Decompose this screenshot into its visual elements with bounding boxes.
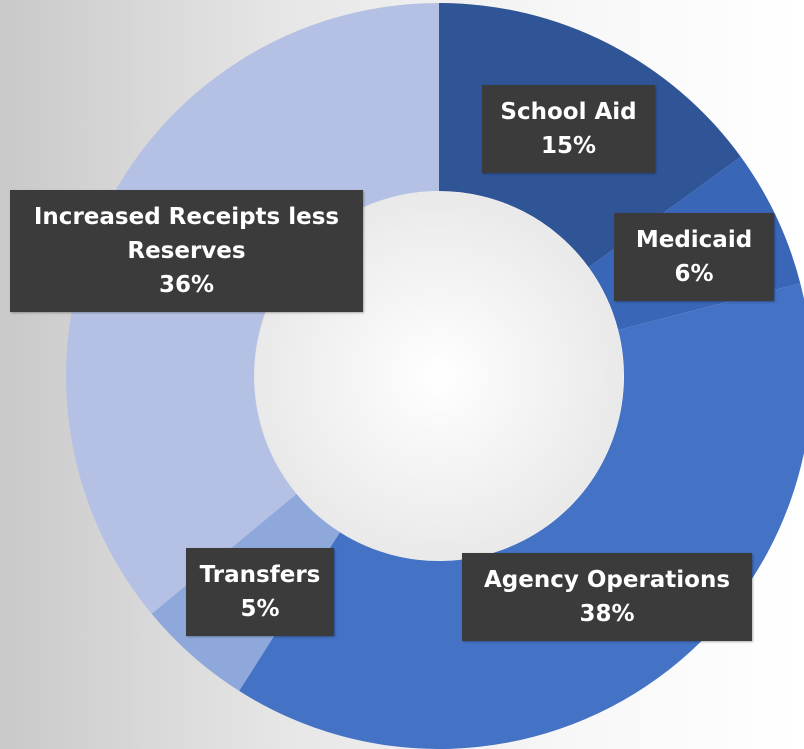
label-category: Agency Operations [483, 567, 731, 593]
label-value: 15% [540, 133, 597, 159]
data-label: Transfers 5% [186, 548, 334, 636]
data-label: School Aid 15% [482, 85, 655, 173]
label-value: 38% [579, 601, 635, 627]
label-category: School Aid [500, 99, 637, 125]
label-category: Transfers [199, 562, 321, 588]
data-label: Agency Operations 38% [462, 553, 752, 641]
label-value: 5% [240, 596, 280, 622]
label-category: Increased Receipts less Reserves [33, 204, 340, 264]
data-label: Medicaid 6% [614, 213, 774, 301]
label-category: Medicaid [635, 227, 753, 253]
data-label: Increased Receipts less Reserves 36% [10, 190, 363, 312]
label-value: 36% [158, 272, 215, 298]
label-value: 6% [674, 261, 714, 287]
